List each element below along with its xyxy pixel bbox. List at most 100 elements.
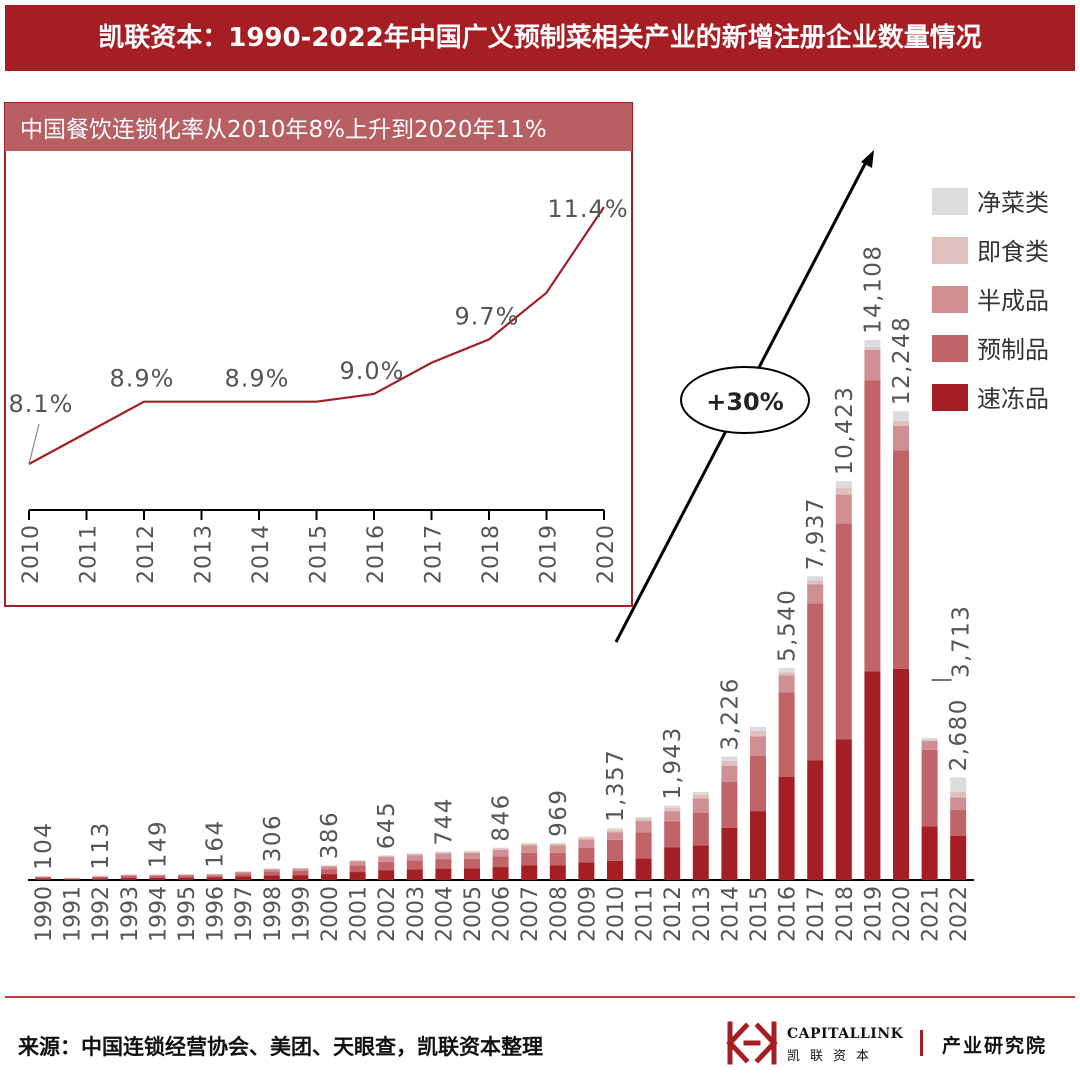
- bar-segment-半成品-2006: [492, 849, 509, 857]
- footer-divider: [5, 996, 1075, 998]
- bar-segment-半成品-1992: [92, 875, 109, 877]
- bar-segment-即食类-2011: [635, 818, 652, 822]
- bar-total-label: 3,226: [717, 677, 743, 750]
- inset-year-label: 2020: [594, 524, 619, 584]
- bar-total-label: 14,108: [860, 245, 886, 334]
- bar-total-label: 645: [374, 801, 400, 849]
- bar-segment-净菜类-2004: [435, 851, 452, 853]
- bar-segment-预制品-1994: [149, 875, 166, 878]
- legend-label-速冻品: 速冻品: [977, 385, 1049, 413]
- growth-annotation-ellipse: [680, 366, 810, 434]
- bar-segment-速冻品-2003: [406, 869, 423, 880]
- brand-logo: CAPITALLINK 凯联资本 产业研究院: [724, 1018, 1074, 1070]
- bar-segment-净菜类-1991: [63, 877, 80, 879]
- bar-segment-预制品-1996: [206, 875, 223, 878]
- growth-arrow-head: [861, 150, 874, 168]
- bar-segment-速冻品-2016: [778, 776, 795, 880]
- source-note: 来源：中国连锁经营协会、美团、天眼查，凯联资本整理: [18, 1035, 543, 1059]
- growth-arrow: +30%: [614, 150, 874, 643]
- year-tick-label: 2000: [318, 886, 343, 942]
- year-tick-label: 1997: [232, 886, 257, 942]
- bar-chart: 1990 1991 1992 1993 1994 1995 1996 1997 1998 1999…: [28, 245, 975, 942]
- bar-segment-半成品-2020: [893, 425, 909, 451]
- year-tick-label: 2019: [861, 886, 886, 942]
- bar-segment-速冻品-1997: [235, 876, 252, 880]
- year-tick-label: 2008: [547, 886, 572, 942]
- bar-segment-半成品-2003: [406, 855, 423, 861]
- bar-segment-预制品-2013: [692, 813, 709, 846]
- inset-value-label: 8.9%: [110, 365, 175, 393]
- bar-segment-速冻品-2004: [435, 868, 452, 880]
- bar-segment-预制品-2022: [950, 809, 967, 836]
- bar-segment-速冻品-2001: [349, 872, 366, 880]
- bar-segment-即食类-1998: [263, 868, 280, 870]
- bar-segment-净菜类-2017: [807, 576, 824, 581]
- year-tick-label: 1992: [89, 886, 114, 942]
- year-tick-label: 2018: [833, 886, 858, 942]
- bar-segment-半成品-2001: [349, 861, 366, 866]
- inset-year-label: 2019: [537, 524, 562, 584]
- bar-segment-即食类-2003: [406, 853, 423, 856]
- bar-segment-预制品-2005: [464, 858, 480, 869]
- bar-segment-速冻品-2022: [950, 835, 967, 880]
- bar-segment-净菜类-2011: [635, 816, 652, 819]
- bar-segment-速冻品-2008: [549, 865, 566, 880]
- bar-segment-净菜类-1992: [92, 875, 109, 877]
- bar-segment-速冻品-1999: [292, 875, 309, 880]
- year-tick-label: 1995: [175, 886, 200, 942]
- bar-total-label: 12,248: [889, 316, 915, 405]
- bar-segment-即食类-2013: [692, 794, 709, 799]
- year-tick-label: 2010: [604, 886, 629, 942]
- inset-year-label: 2014: [249, 524, 274, 584]
- bar-segment-净菜类-2002: [378, 855, 395, 856]
- inset-year-label: 2011: [77, 524, 102, 584]
- bar-segment-速冻品-1992: [92, 878, 109, 880]
- capitallink-logo-icon: [726, 1021, 778, 1065]
- chart-canvas: 1990 1991 1992 1993 1994 1995 1996 1997 1998 1999…: [4, 102, 1049, 942]
- logo-chinese: 凯联资本: [787, 1049, 880, 1064]
- bar-segment-即食类-2019: [864, 347, 881, 350]
- bar-total-label: 2,680: [946, 698, 972, 771]
- year-tick-label: 2017: [804, 886, 829, 942]
- inset-leader-line: [28, 423, 40, 465]
- bar-segment-即食类-1999: [292, 868, 309, 869]
- bar-segment-净菜类-2010: [607, 828, 623, 830]
- bar-segment-即食类-2010: [607, 829, 623, 833]
- chart-title: 凯联资本：1990-2022年中国广义预制菜相关产业的新增注册企业数量情况: [98, 23, 982, 53]
- inset-title-bar: [5, 103, 632, 151]
- bar-segment-半成品-2014: [721, 765, 738, 783]
- logo-department: 产业研究院: [942, 1035, 1048, 1057]
- title-bar: 凯联资本：1990-2022年中国广义预制菜相关产业的新增注册企业数量情况: [5, 5, 1075, 71]
- inset-value-label: 8.1%: [9, 390, 74, 418]
- bar-segment-净菜类-2015: [750, 726, 766, 731]
- inset-year-label: 2016: [364, 524, 389, 584]
- bar-segment-预制品-2018: [835, 523, 852, 740]
- bar-segment-半成品-2008: [549, 845, 566, 853]
- bar-segment-净菜类-2009: [578, 836, 595, 838]
- year-tick-label: 2011: [633, 886, 658, 942]
- bar-segment-速冻品-2007: [521, 865, 538, 880]
- logo-english: CAPITALLINK: [787, 1026, 904, 1042]
- bar-segment-半成品-2021: [921, 741, 938, 750]
- bar-segment-半成品-2010: [607, 832, 623, 840]
- inset-year-label: 2013: [192, 524, 217, 584]
- year-tick-label: 1999: [289, 886, 314, 942]
- bar-segment-即食类-2018: [835, 488, 852, 495]
- year-tick-label: 2002: [375, 886, 400, 942]
- bar-segment-速冻品-1998: [263, 875, 280, 880]
- bar-segment-预制品-2021: [921, 749, 938, 827]
- bar-segment-净菜类-2001: [349, 860, 366, 861]
- year-tick-label: 1994: [146, 886, 171, 942]
- bar-segment-即食类-2015: [750, 730, 766, 737]
- bar-segment-预制品-1999: [292, 871, 309, 876]
- bar-segment-预制品-2019: [864, 380, 881, 672]
- inset-value-label: 9.0%: [340, 357, 405, 385]
- legend-swatch-半成品: [932, 286, 968, 313]
- bar-segment-预制品-1995: [178, 875, 194, 878]
- bar-segment-速冻品-1995: [178, 877, 194, 880]
- bar-total-label: 164: [203, 819, 229, 867]
- bar-segment-半成品-2002: [378, 857, 395, 862]
- bar-segment-即食类-2002: [378, 855, 395, 858]
- bar-segment-即食类-2008: [549, 843, 566, 846]
- bar-segment-半成品-1993: [120, 874, 137, 876]
